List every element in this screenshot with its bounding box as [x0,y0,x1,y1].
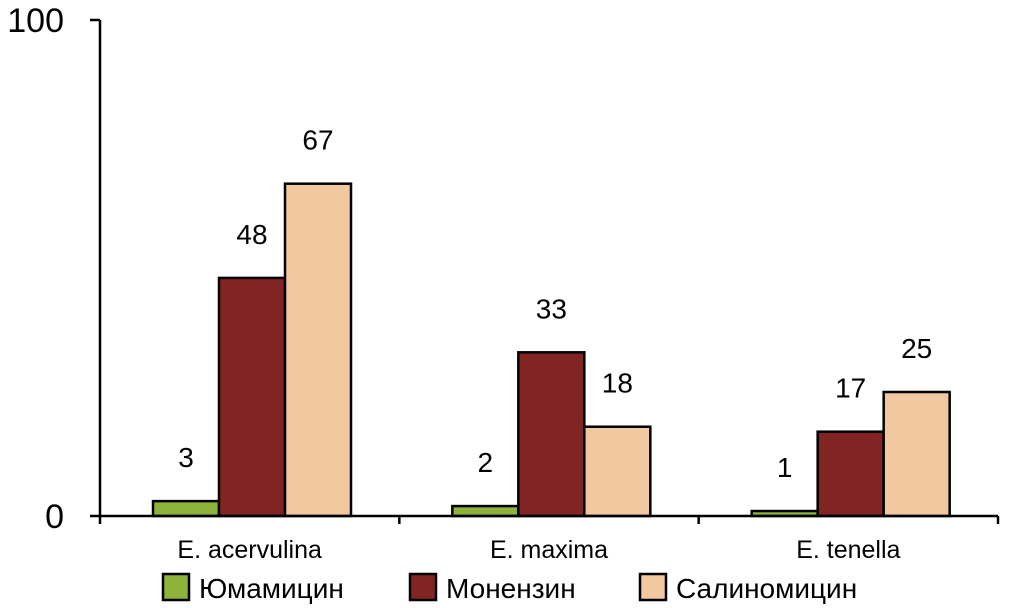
data-label: 2 [478,447,494,478]
legend-label: Салиномицин [676,573,857,604]
bar-2-2 [517,351,586,518]
data-label: 25 [901,333,932,364]
legend-label: Юмамицин [199,573,344,604]
data-label: 18 [602,368,633,399]
category-label: E. acervulina [177,536,322,564]
data-label: 17 [835,373,866,404]
bar-1-1 [151,499,221,518]
legend-swatch [638,572,668,602]
bar-2-1 [217,276,287,518]
data-label: 33 [536,293,567,324]
legend-label: Монензин [446,573,576,604]
y-tick-label: 100 [7,2,64,40]
y-tick-label: 0 [45,498,64,536]
bar-3-2 [583,425,652,518]
bar-3-1 [283,182,353,518]
legend-swatch [161,572,191,602]
category-label: E. tenella [796,536,900,564]
bar-1-2 [451,504,520,518]
data-label: 67 [302,125,333,156]
data-label: 1 [777,452,793,483]
category-label: E. maxima [490,536,608,564]
bar-3-3 [882,390,951,518]
data-label: 3 [178,442,194,473]
bar-2-3 [816,430,885,518]
legend-swatch [408,572,438,602]
data-label: 48 [236,219,267,250]
